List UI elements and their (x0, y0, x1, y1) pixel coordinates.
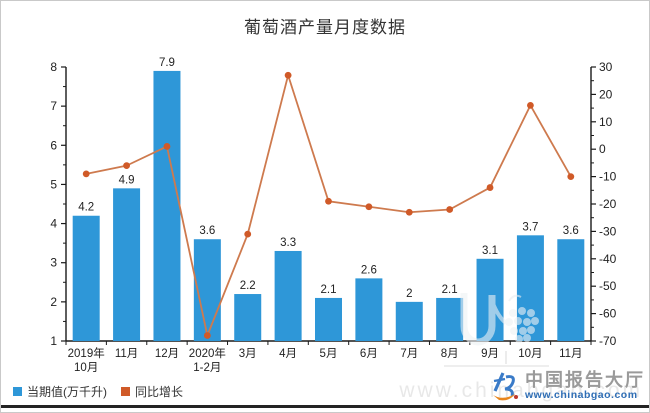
svg-text:0: 0 (599, 142, 606, 156)
bar (315, 297, 342, 341)
svg-text:5: 5 (50, 177, 57, 191)
x-tick-label: 11月 (559, 348, 582, 360)
x-tick-label: 4月 (279, 348, 297, 360)
line-marker (325, 197, 332, 205)
bar (153, 70, 181, 342)
x-tick-label: 11月 (115, 348, 138, 360)
bar (274, 250, 302, 341)
line-marker (365, 203, 373, 211)
svg-text:8: 8 (50, 60, 57, 74)
svg-text:-50: -50 (599, 279, 617, 293)
bottom-rule (1, 405, 649, 408)
line-marker (527, 101, 534, 109)
svg-text:30: 30 (599, 60, 613, 74)
bar-value-label: 3.3 (280, 237, 296, 249)
bar (234, 294, 262, 341)
line-marker (82, 170, 90, 178)
legend: 当期值(万千升) 同比增长 (13, 383, 183, 400)
brand-name: 中国报告大厅 (525, 370, 645, 390)
bar (113, 188, 141, 341)
bar-value-label: 3.6 (563, 225, 579, 237)
x-tick-label: 7月 (400, 348, 418, 360)
svg-text:-20: -20 (599, 197, 617, 211)
bar (557, 239, 585, 341)
line-marker (203, 332, 211, 339)
svg-text:3: 3 (50, 256, 57, 270)
svg-text:7: 7 (50, 99, 57, 113)
x-tick-label: 12月 (155, 348, 179, 360)
line-marker (163, 143, 171, 150)
chinabgao-logo-icon (493, 372, 518, 401)
brand-url: www.chinabgao.com (525, 389, 638, 401)
bar-value-label: 2 (406, 288, 412, 300)
legend-item-bar: 当期值(万千升) (13, 383, 107, 400)
svg-text:4: 4 (50, 217, 57, 231)
legend-swatch-line (121, 387, 130, 396)
x-tick-label: 2019年 10月 (68, 346, 105, 374)
line-marker (284, 71, 292, 79)
svg-text:-40: -40 (599, 252, 617, 266)
line-series (82, 71, 575, 339)
bar (516, 235, 544, 341)
svg-text:1: 1 (50, 334, 57, 348)
svg-text:20: 20 (599, 87, 613, 101)
x-tick-label: 8月 (441, 348, 459, 360)
bar-value-label: 2.6 (361, 264, 377, 276)
svg-text:-70: -70 (599, 334, 617, 348)
svg-text:-30: -30 (599, 224, 617, 238)
legend-label-line: 同比增长 (135, 385, 184, 399)
line-marker (567, 173, 575, 181)
bar-series: 4.2 4.9 7.9 3.6 2.2 3.3 2.1 2.6 2 2.1 3.1 3.7 3.6 (72, 57, 585, 342)
svg-text:6: 6 (50, 138, 57, 152)
svg-text:2: 2 (50, 295, 57, 309)
bar-value-label: 2.2 (240, 280, 256, 292)
bar-value-label: 4.9 (119, 174, 135, 186)
bar-value-label: 4.2 (78, 202, 94, 214)
bar-value-label: 2.1 (321, 284, 337, 296)
bar-value-label: 3.6 (199, 225, 215, 237)
x-tick-label: 10月 (518, 348, 542, 360)
bar-value-label: 7.9 (159, 57, 175, 69)
legend-swatch-bar (13, 387, 22, 396)
svg-text:-10: -10 (599, 170, 617, 184)
line-marker (405, 208, 413, 216)
bar (436, 297, 464, 341)
legend-item-line: 同比增长 (121, 383, 183, 400)
x-tick-label: 5月 (320, 348, 338, 360)
chart-title: 葡萄酒产量月度数据 (244, 18, 406, 37)
legend-label-bar: 当期值(万千升) (27, 385, 107, 399)
x-tick-label: 9月 (481, 348, 499, 360)
x-tick-label: 6月 (360, 348, 378, 360)
line-marker (123, 162, 130, 170)
bar (72, 215, 100, 341)
x-tick-label: 3月 (239, 348, 257, 360)
faint-url-watermark: www.chinabgao.com (399, 379, 643, 402)
line-marker (244, 230, 252, 238)
brand-block: 中国报告大厅 www.chinabgao.com (491, 371, 645, 401)
line-marker (486, 184, 494, 191)
x-tick-label: 2020年 1-2月 (189, 346, 226, 374)
bar-value-label: 2.1 (442, 284, 458, 296)
svg-text:10: 10 (599, 115, 613, 129)
bar (355, 278, 383, 341)
brand-text: 中国报告大厅 www.chinabgao.com (525, 371, 645, 401)
bar-value-label: 3.7 (522, 221, 538, 233)
bar (476, 258, 504, 341)
bar-value-label: 3.1 (482, 245, 498, 257)
svg-text:-60: -60 (599, 307, 617, 321)
bar (395, 301, 423, 341)
line-marker (446, 206, 454, 213)
